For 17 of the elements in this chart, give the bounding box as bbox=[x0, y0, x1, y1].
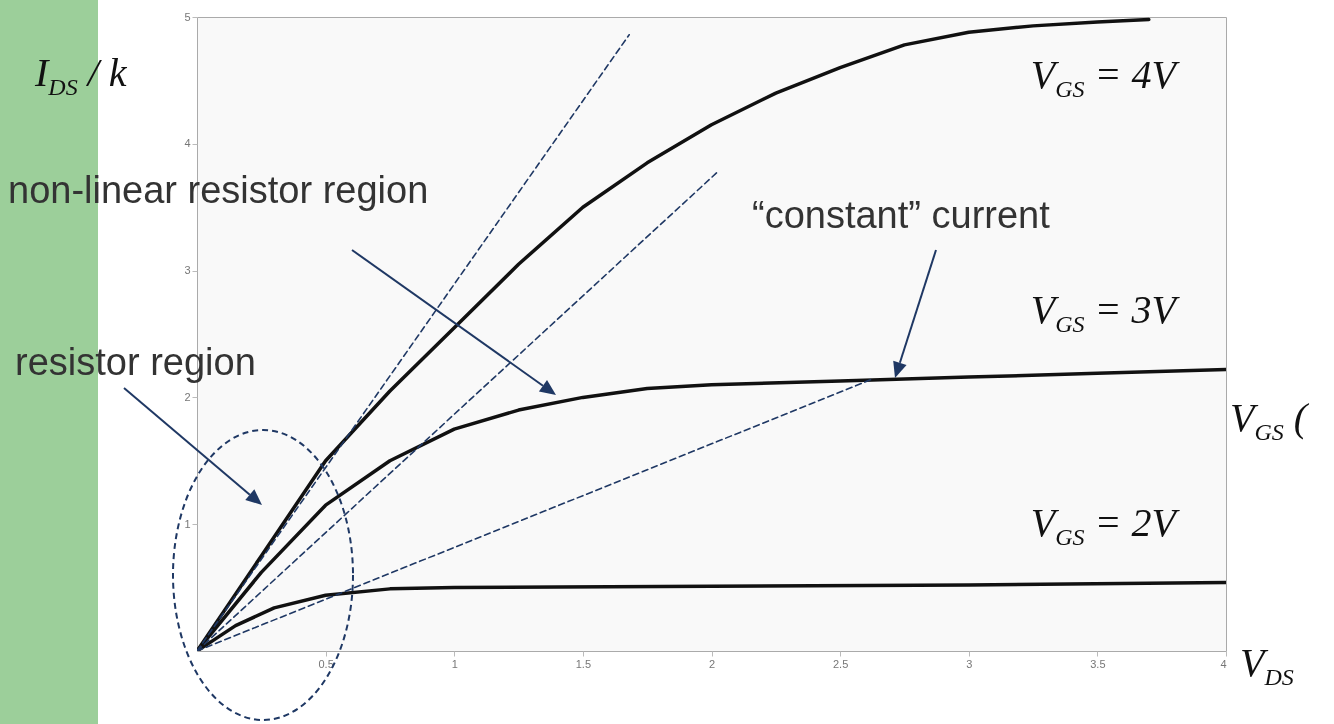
x-tick-label: 0.5 bbox=[318, 657, 334, 670]
x-tick-label: 2 bbox=[708, 657, 716, 670]
annotation: “constant” current bbox=[752, 193, 1050, 237]
y-tick-label: 4 bbox=[184, 137, 191, 150]
y-tick-label: 5 bbox=[184, 10, 191, 23]
x-tick-label: 3 bbox=[966, 657, 973, 670]
x-tick-label: 2.5 bbox=[832, 657, 849, 670]
x-tick-label: 1 bbox=[451, 657, 458, 670]
y-tick-label: 3 bbox=[184, 264, 191, 277]
x-tick-label: 3.5 bbox=[1090, 657, 1106, 670]
y-tick-label: 2 bbox=[184, 390, 191, 403]
y-axis-title: I$_{DS}$ / k bbox=[35, 49, 127, 101]
x-tick-label: 1.5 bbox=[575, 657, 592, 670]
text: V$_{GS}$ ( bbox=[1230, 394, 1308, 446]
y-tick-label: 1 bbox=[184, 517, 191, 530]
x-axis-title: V$_{DS}$ bbox=[1240, 639, 1294, 691]
x-tick-label: 4 bbox=[1220, 657, 1227, 670]
